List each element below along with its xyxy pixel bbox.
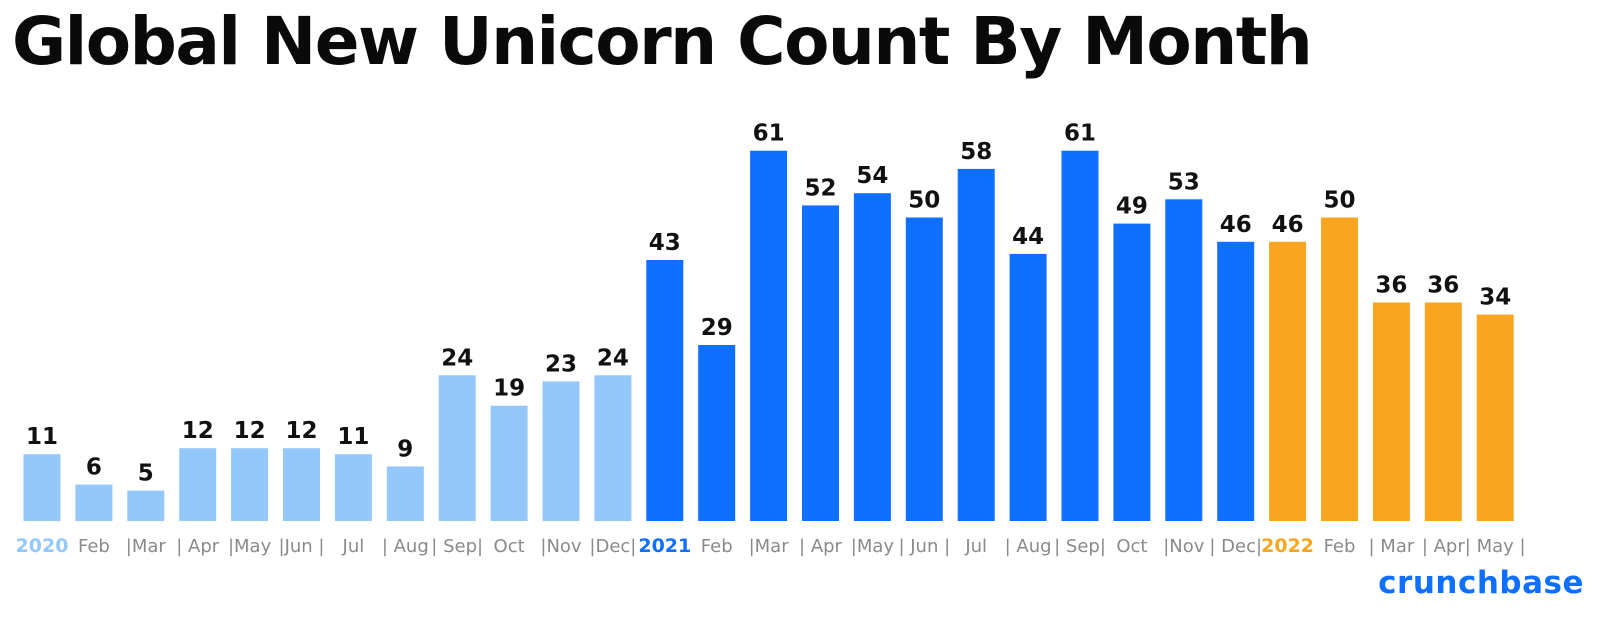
x-tick-label: | Apr [799, 536, 843, 557]
bar-value-label: 50 [908, 188, 940, 214]
x-tick-label: | Mar [1369, 536, 1415, 557]
bar-2021-14 [750, 150, 788, 521]
bar-value-label: 36 [1427, 273, 1459, 299]
bar-value-label: 11 [26, 424, 58, 450]
x-tick-label: | Jun | [898, 536, 950, 557]
x-tick-label: | Aug [382, 536, 429, 557]
x-tick-label: |Nov [1163, 536, 1205, 557]
bar-value-label: 36 [1375, 273, 1407, 299]
x-tick-label: Feb [701, 536, 733, 557]
bar-2021-12 [646, 260, 684, 521]
bar-value-label: 11 [337, 424, 369, 450]
bar-2021-15 [802, 205, 839, 521]
bar-2021-16 [853, 193, 891, 521]
x-tick-label: | Aug [1005, 536, 1052, 557]
x-tick-label: |Jun | [279, 536, 325, 557]
x-tick-label: |Nov [540, 536, 582, 557]
bar-value-label: 12 [182, 418, 214, 444]
bar-value-label: 5 [138, 461, 154, 487]
bar-2020-1 [75, 484, 113, 521]
year-label-2022: 2022 [1261, 535, 1314, 557]
bar-value-label: 46 [1272, 212, 1304, 238]
x-tick-label: | Apr [1422, 536, 1466, 557]
bar-value-label: 12 [234, 418, 266, 444]
bar-2020-5 [283, 448, 320, 521]
x-tick-label: Jul [964, 536, 987, 557]
x-tick-label: | Dec| [1209, 536, 1262, 557]
bar-2020-10 [542, 381, 580, 521]
bar-chart: 11 2020 6 Feb 5 |Mar 12 | Apr 12 |May 12 |Jun | 11 Ju… [16, 121, 1526, 557]
bar-value-label: 61 [753, 121, 785, 147]
bar-2022-28 [1476, 314, 1514, 521]
bar-value-label: 12 [285, 418, 317, 444]
bar-2021-20 [1061, 150, 1099, 521]
bar-value-label: 23 [545, 351, 577, 377]
x-tick-label: |Dec| [589, 536, 636, 557]
x-tick-label: Feb [1324, 536, 1356, 557]
crunchbase-logo: crunchbase [1378, 565, 1584, 601]
x-tick-label: Oct [1116, 536, 1147, 557]
x-tick-label: |May [851, 536, 895, 557]
bar-2022-24 [1269, 241, 1307, 522]
bar-2021-13 [698, 345, 736, 521]
x-tick-label: Jul [342, 536, 365, 557]
x-tick-label: |May [228, 536, 272, 557]
bar-value-label: 43 [649, 230, 681, 256]
x-tick-label: Feb [78, 536, 110, 557]
bar-value-label: 61 [1064, 121, 1096, 147]
x-tick-label: | May | [1465, 536, 1526, 557]
bar-2021-18 [957, 168, 995, 521]
bar-2021-21 [1113, 223, 1151, 521]
bar-2020-7 [386, 466, 424, 521]
x-tick-label: |Mar [749, 536, 790, 557]
bar-value-label: 53 [1168, 169, 1200, 195]
bar-2020-11 [594, 375, 632, 521]
bar-value-label: 44 [1012, 224, 1044, 250]
x-tick-label: | Sep| [1054, 536, 1106, 557]
x-tick-label: Oct [494, 536, 525, 557]
bar-2021-17 [905, 217, 943, 521]
x-tick-label: | Apr [176, 536, 220, 557]
bar-value-label: 52 [804, 175, 836, 201]
chart-title: Global New Unicorn Count By Month [12, 3, 1313, 80]
bar-value-label: 19 [493, 376, 525, 402]
bar-value-label: 50 [1323, 188, 1355, 214]
bar-2022-25 [1321, 217, 1358, 521]
bar-2021-22 [1165, 199, 1203, 522]
bar-value-label: 29 [701, 315, 733, 341]
bar-2020-9 [490, 405, 528, 521]
bar-2020-0 [23, 454, 61, 521]
x-tick-label: | Sep| [431, 536, 483, 557]
bar-value-label: 6 [86, 455, 102, 481]
bar-value-label: 24 [441, 345, 473, 371]
bar-2022-26 [1372, 302, 1410, 521]
bar-2022-27 [1424, 302, 1462, 521]
bar-value-label: 54 [856, 163, 888, 189]
bar-2020-6 [334, 454, 372, 521]
year-label-2020: 2020 [16, 535, 69, 557]
bar-2020-4 [231, 448, 269, 521]
bar-2020-3 [179, 448, 217, 521]
bar-value-label: 24 [597, 345, 629, 371]
bar-value-label: 46 [1220, 212, 1252, 238]
bar-2021-19 [1009, 253, 1047, 521]
bar-value-label: 58 [960, 139, 992, 165]
bar-value-label: 9 [397, 436, 413, 462]
bar-2020-8 [438, 375, 476, 521]
bar-value-label: 49 [1116, 194, 1148, 220]
bar-2021-23 [1217, 241, 1255, 522]
year-label-2021: 2021 [638, 535, 691, 557]
x-tick-label: |Mar [126, 536, 167, 557]
bar-2020-2 [127, 490, 165, 521]
bar-value-label: 34 [1479, 285, 1511, 311]
